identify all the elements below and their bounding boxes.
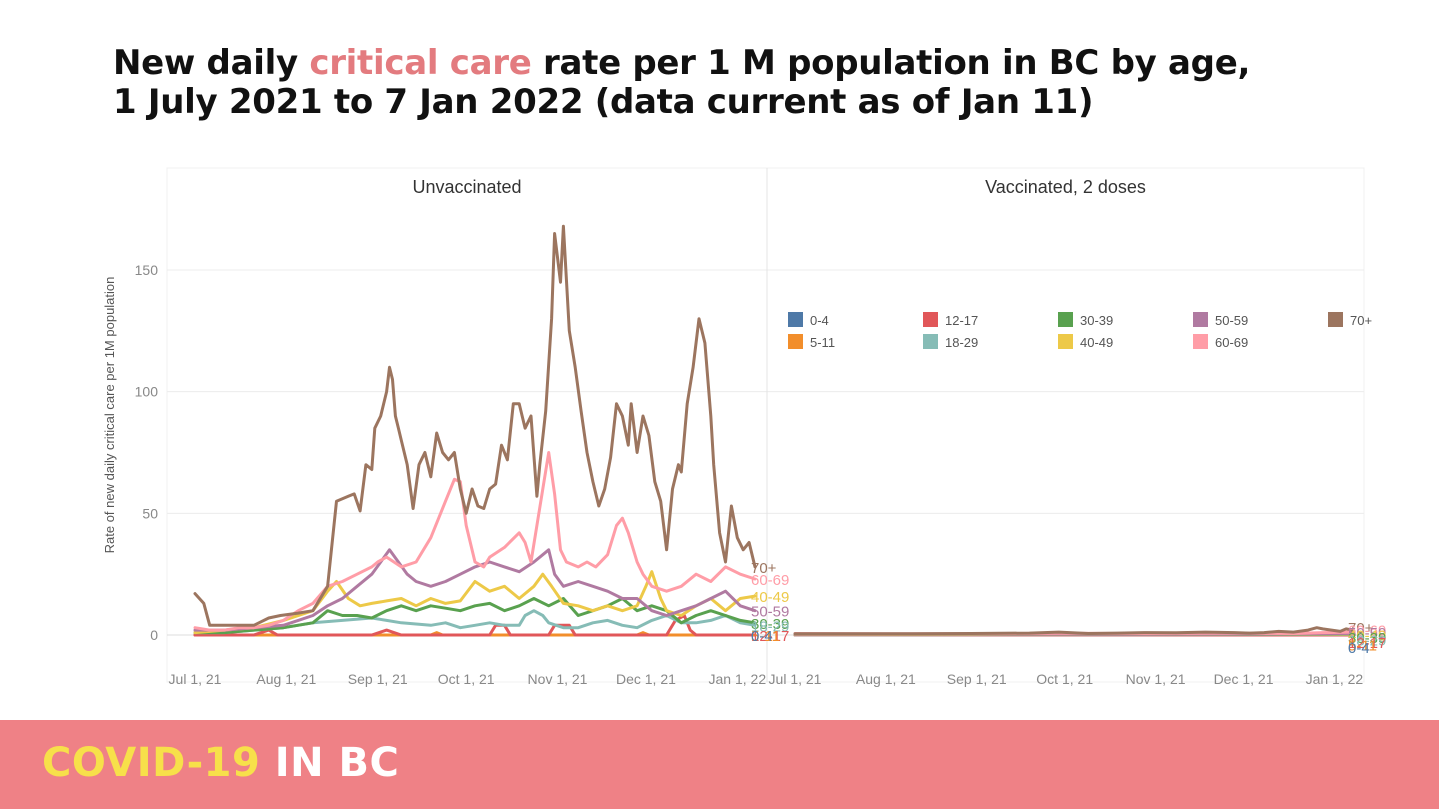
brand-in-bc: IN BC [260, 740, 400, 786]
y-tick-label: 50 [142, 505, 158, 521]
title-highlight: critical care [309, 43, 532, 83]
series-end-label: 50-59 [751, 604, 789, 621]
y-tick-label: 150 [135, 262, 159, 278]
title-line-1: New daily critical care rate per 1 M pop… [113, 44, 1250, 83]
series-end-label: 5-11 [1348, 638, 1377, 655]
page-title: New daily critical care rate per 1 M pop… [113, 44, 1250, 122]
y-axis-title: Rate of new daily critical care per 1M p… [102, 277, 117, 554]
series-line-18-29 [193, 609, 757, 635]
series-end-label: 30-39 [751, 616, 789, 633]
series-line-70+ [193, 224, 757, 627]
panel-header-0: Unvaccinated [412, 177, 521, 197]
series-end-label: 70+ [751, 560, 777, 577]
series-end-label: 12-17 [1348, 635, 1386, 652]
brand-logo: COVID-19 IN BC [42, 740, 399, 786]
legend-label: 50-59 [1215, 313, 1248, 328]
panel-frame-1 [766, 167, 1365, 683]
legend-swatch-18-29 [923, 334, 938, 349]
series-line-12-17 [193, 614, 757, 637]
critical-care-chart: 0 50 100 150 Rate of new daily critical care… [102, 167, 1386, 687]
title-pre: New daily [113, 43, 310, 83]
series-end-label: 18-29 [1348, 633, 1386, 650]
x-tick-label: Sep 1, 21 [947, 671, 1007, 687]
legend-label: 70+ [1350, 313, 1372, 328]
legend-swatch-0-4 [788, 312, 803, 327]
x-tick-label: Nov 1, 21 [1126, 671, 1186, 687]
x-tick-label: Jan 1, 22 [1306, 671, 1364, 687]
legend-swatch-60-69 [1193, 334, 1208, 349]
series-end-label: 60-69 [751, 572, 789, 589]
x-tick-label: Jan 1, 22 [709, 671, 767, 687]
series-end-label: 0-4 [751, 628, 773, 645]
legend-label: 18-29 [945, 335, 978, 350]
series-line-40-49 [193, 570, 757, 635]
series-end-label: 60-69 [1348, 623, 1386, 640]
series-line-70+ [793, 626, 1354, 636]
series-end-label: 70+ [1348, 620, 1374, 637]
series-end-label: 18-29 [751, 618, 789, 635]
x-tick-label: Oct 1, 21 [1036, 671, 1093, 687]
x-tick-label: Jul 1, 21 [169, 671, 222, 687]
series-line-50-59 [193, 548, 757, 632]
legend-swatch-5-11 [788, 334, 803, 349]
footer-banner: COVID-19 IN BC [0, 720, 1439, 809]
x-tick-label: Oct 1, 21 [438, 671, 495, 687]
series-line-60-69 [193, 451, 757, 632]
legend-swatch-30-39 [1058, 312, 1073, 327]
series-end-label: 30-39 [1348, 630, 1386, 647]
series-end-label: 40-49 [751, 589, 789, 606]
legend-label: 60-69 [1215, 335, 1248, 350]
legend-swatch-70+ [1328, 312, 1343, 327]
legend-label: 0-4 [810, 313, 829, 328]
legend-label: 40-49 [1080, 335, 1113, 350]
x-tick-label: Jul 1, 21 [769, 671, 822, 687]
legend-label: 12-17 [945, 313, 978, 328]
legend-label: 30-39 [1080, 313, 1113, 328]
panel-frame-0 [166, 167, 768, 683]
title-post: rate per 1 M population in BC by age, [531, 43, 1251, 83]
legend-label: 5-11 [810, 335, 835, 350]
x-tick-label: Dec 1, 21 [1214, 671, 1274, 687]
series-end-label: 5-11 [751, 628, 780, 645]
x-tick-label: Sep 1, 21 [348, 671, 408, 687]
x-tick-label: Aug 1, 21 [256, 671, 316, 687]
x-tick-label: Nov 1, 21 [528, 671, 588, 687]
legend-swatch-12-17 [923, 312, 938, 327]
brand-covid: COVID-19 [42, 740, 261, 786]
y-tick-label: 100 [135, 384, 159, 400]
legend-swatch-50-59 [1193, 312, 1208, 327]
title-line-2: 1 July 2021 to 7 Jan 2022 (data current … [113, 82, 1094, 122]
series-end-label: 50-59 [1348, 625, 1386, 642]
series-end-label: 0-4 [1348, 640, 1370, 657]
legend-swatch-40-49 [1058, 334, 1073, 349]
y-tick-label: 0 [150, 627, 158, 643]
x-tick-label: Aug 1, 21 [856, 671, 916, 687]
series-end-label: 12-17 [751, 628, 789, 645]
x-tick-label: Dec 1, 21 [616, 671, 676, 687]
series-end-label: 40-49 [1348, 628, 1386, 645]
panel-header-1: Vaccinated, 2 doses [985, 177, 1146, 197]
